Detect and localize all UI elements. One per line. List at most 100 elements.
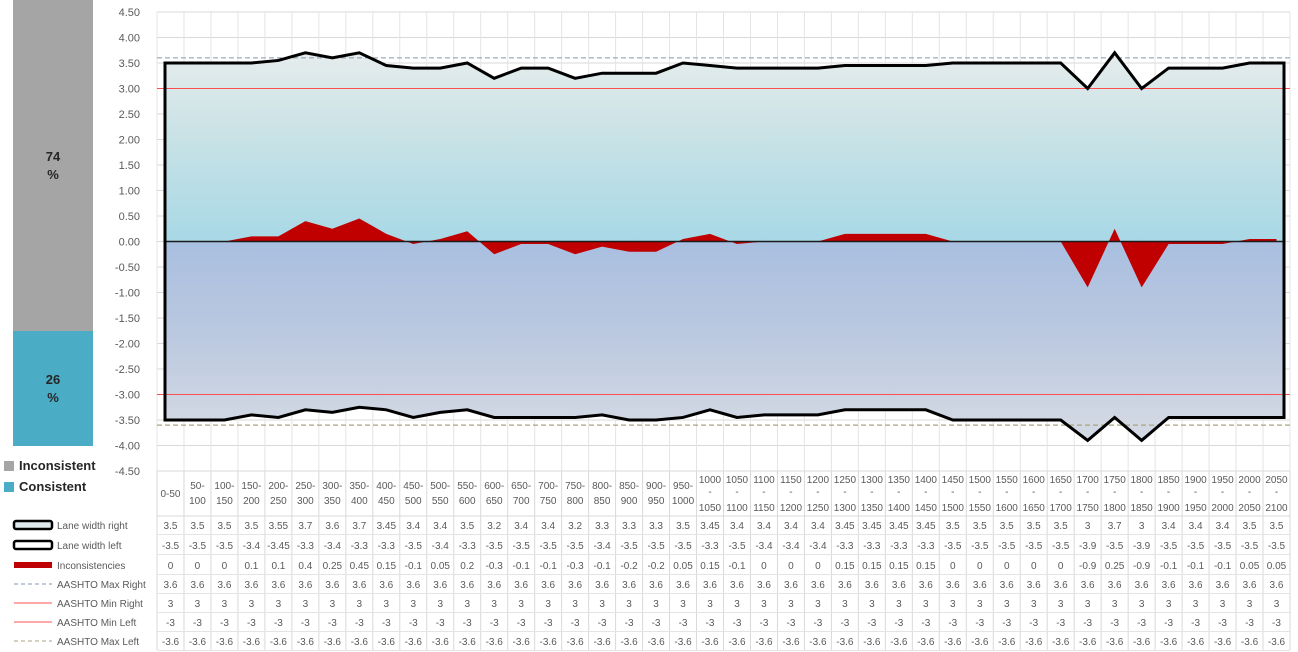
table-cell: 3: [977, 599, 983, 610]
category-label: 2050: [1265, 475, 1288, 486]
table-cell: -0.2: [647, 561, 665, 572]
table-cell: -0.1: [540, 561, 558, 572]
table-cell: 3.4: [757, 521, 771, 532]
y-tick-label: 1.50: [119, 160, 140, 172]
lane-left-area: [165, 241, 1284, 441]
table-cell: -3.6: [1214, 637, 1232, 648]
category-label: -: [1167, 487, 1170, 498]
table-cell: 3: [734, 599, 740, 610]
table-cell: 3.6: [757, 580, 771, 591]
table-cell: -3.5: [1268, 541, 1286, 552]
table-cell: 3.6: [1081, 580, 1095, 591]
table-cell: -3: [1191, 618, 1200, 629]
table-cell: 3.6: [703, 580, 717, 591]
category-label: -: [951, 487, 954, 498]
category-label: 250-: [295, 481, 315, 492]
category-label: 600-: [484, 481, 504, 492]
table-cell: 3: [896, 599, 902, 610]
table-cell: 3.6: [1270, 580, 1284, 591]
table-cell: -0.1: [513, 561, 531, 572]
y-tick-label: 2.00: [119, 135, 140, 147]
lane-right-area: [165, 52, 1284, 242]
table-cell: 3.6: [325, 580, 339, 591]
legend-inconsistent: Inconsistent: [4, 458, 96, 473]
series-name-label: Lane width right: [57, 521, 128, 532]
category-label: -: [897, 487, 900, 498]
table-cell: -3.5: [405, 541, 423, 552]
table-cell: -3.3: [378, 541, 396, 552]
table-cell: 3.6: [1054, 580, 1068, 591]
category-label: 150-: [241, 481, 261, 492]
category-label: 950-: [673, 481, 693, 492]
category-label: 1150: [780, 475, 802, 486]
table-cell: 3.2: [487, 521, 501, 532]
table-cell: 3: [1139, 599, 1145, 610]
table-cell: -3: [921, 618, 930, 629]
table-cell: -3.5: [513, 541, 531, 552]
category-label: -: [816, 487, 819, 498]
category-label: -: [735, 487, 738, 498]
table-cell: 3.45: [377, 521, 397, 532]
table-cell: -3.3: [890, 541, 908, 552]
table-cell: -3: [571, 618, 580, 629]
table-cell: 3.5: [244, 521, 258, 532]
category-label: 100: [189, 496, 206, 507]
category-label: 1500: [942, 503, 965, 514]
table-cell: -3: [274, 618, 283, 629]
series-name-label: AASHTO Max Left: [57, 637, 139, 648]
table-cell: 3.6: [865, 580, 879, 591]
table-cell: 3.6: [622, 580, 636, 591]
table-cell: 0.05: [1240, 561, 1260, 572]
table-cell: 3: [491, 599, 497, 610]
table-cell: -3.6: [243, 637, 261, 648]
table-cell: 3.3: [622, 521, 636, 532]
category-label: 1250: [834, 475, 857, 486]
category-label: 1050: [699, 503, 722, 514]
table-cell: 3: [1112, 599, 1118, 610]
table-cell: 3.6: [811, 580, 825, 591]
series-name-label: Lane width left: [57, 541, 122, 552]
table-cell: -3.6: [593, 637, 611, 648]
table-cell: 0.45: [350, 561, 370, 572]
category-label: -: [708, 487, 711, 498]
table-cell: 0.25: [1105, 561, 1125, 572]
category-label: 650: [486, 496, 503, 507]
category-label: 2050: [1238, 503, 1261, 514]
table-cell: -3.6: [1106, 637, 1124, 648]
table-cell: -3: [463, 618, 472, 629]
category-label: 650-: [511, 481, 531, 492]
category-label: 450: [378, 496, 395, 507]
table-cell: 3.3: [649, 521, 663, 532]
y-tick-label: 2.50: [119, 109, 140, 121]
category-label: 1750: [1077, 503, 1100, 514]
category-label: -: [1221, 487, 1224, 498]
table-cell: -3.6: [297, 637, 315, 648]
sidebar-summary: 74 % 26 % Inconsistent Consistent: [0, 0, 110, 652]
table-cell: 3: [815, 599, 821, 610]
category-label: 50-: [190, 481, 204, 492]
table-cell: -3.5: [620, 541, 638, 552]
table-cell: 3.4: [514, 521, 528, 532]
table-cell: 3.6: [649, 580, 663, 591]
category-label: 750: [540, 496, 557, 507]
table-cell: 3.2: [568, 521, 582, 532]
table-cell: -3: [652, 618, 661, 629]
inconsistent-share-unit: %: [47, 166, 59, 182]
table-cell: -3.6: [459, 637, 477, 648]
table-cell: -0.9: [1133, 561, 1151, 572]
table-cell: 3.4: [730, 521, 744, 532]
table-cell: -3.5: [1106, 541, 1124, 552]
category-label: -: [1059, 487, 1062, 498]
consistent-share-value: 26: [45, 371, 61, 387]
table-cell: -0.9: [1079, 561, 1097, 572]
table-cell: 3: [249, 599, 255, 610]
category-label: 1000: [672, 496, 695, 507]
table-cell: 3.55: [269, 521, 289, 532]
category-label: 1150: [753, 503, 775, 514]
table-cell: -3: [220, 618, 229, 629]
table-cell: -3: [948, 618, 957, 629]
table-cell: -3.6: [701, 637, 719, 648]
table-cell: 3.6: [271, 580, 285, 591]
table-cell: 3.6: [784, 580, 798, 591]
category-label: -: [978, 487, 981, 498]
